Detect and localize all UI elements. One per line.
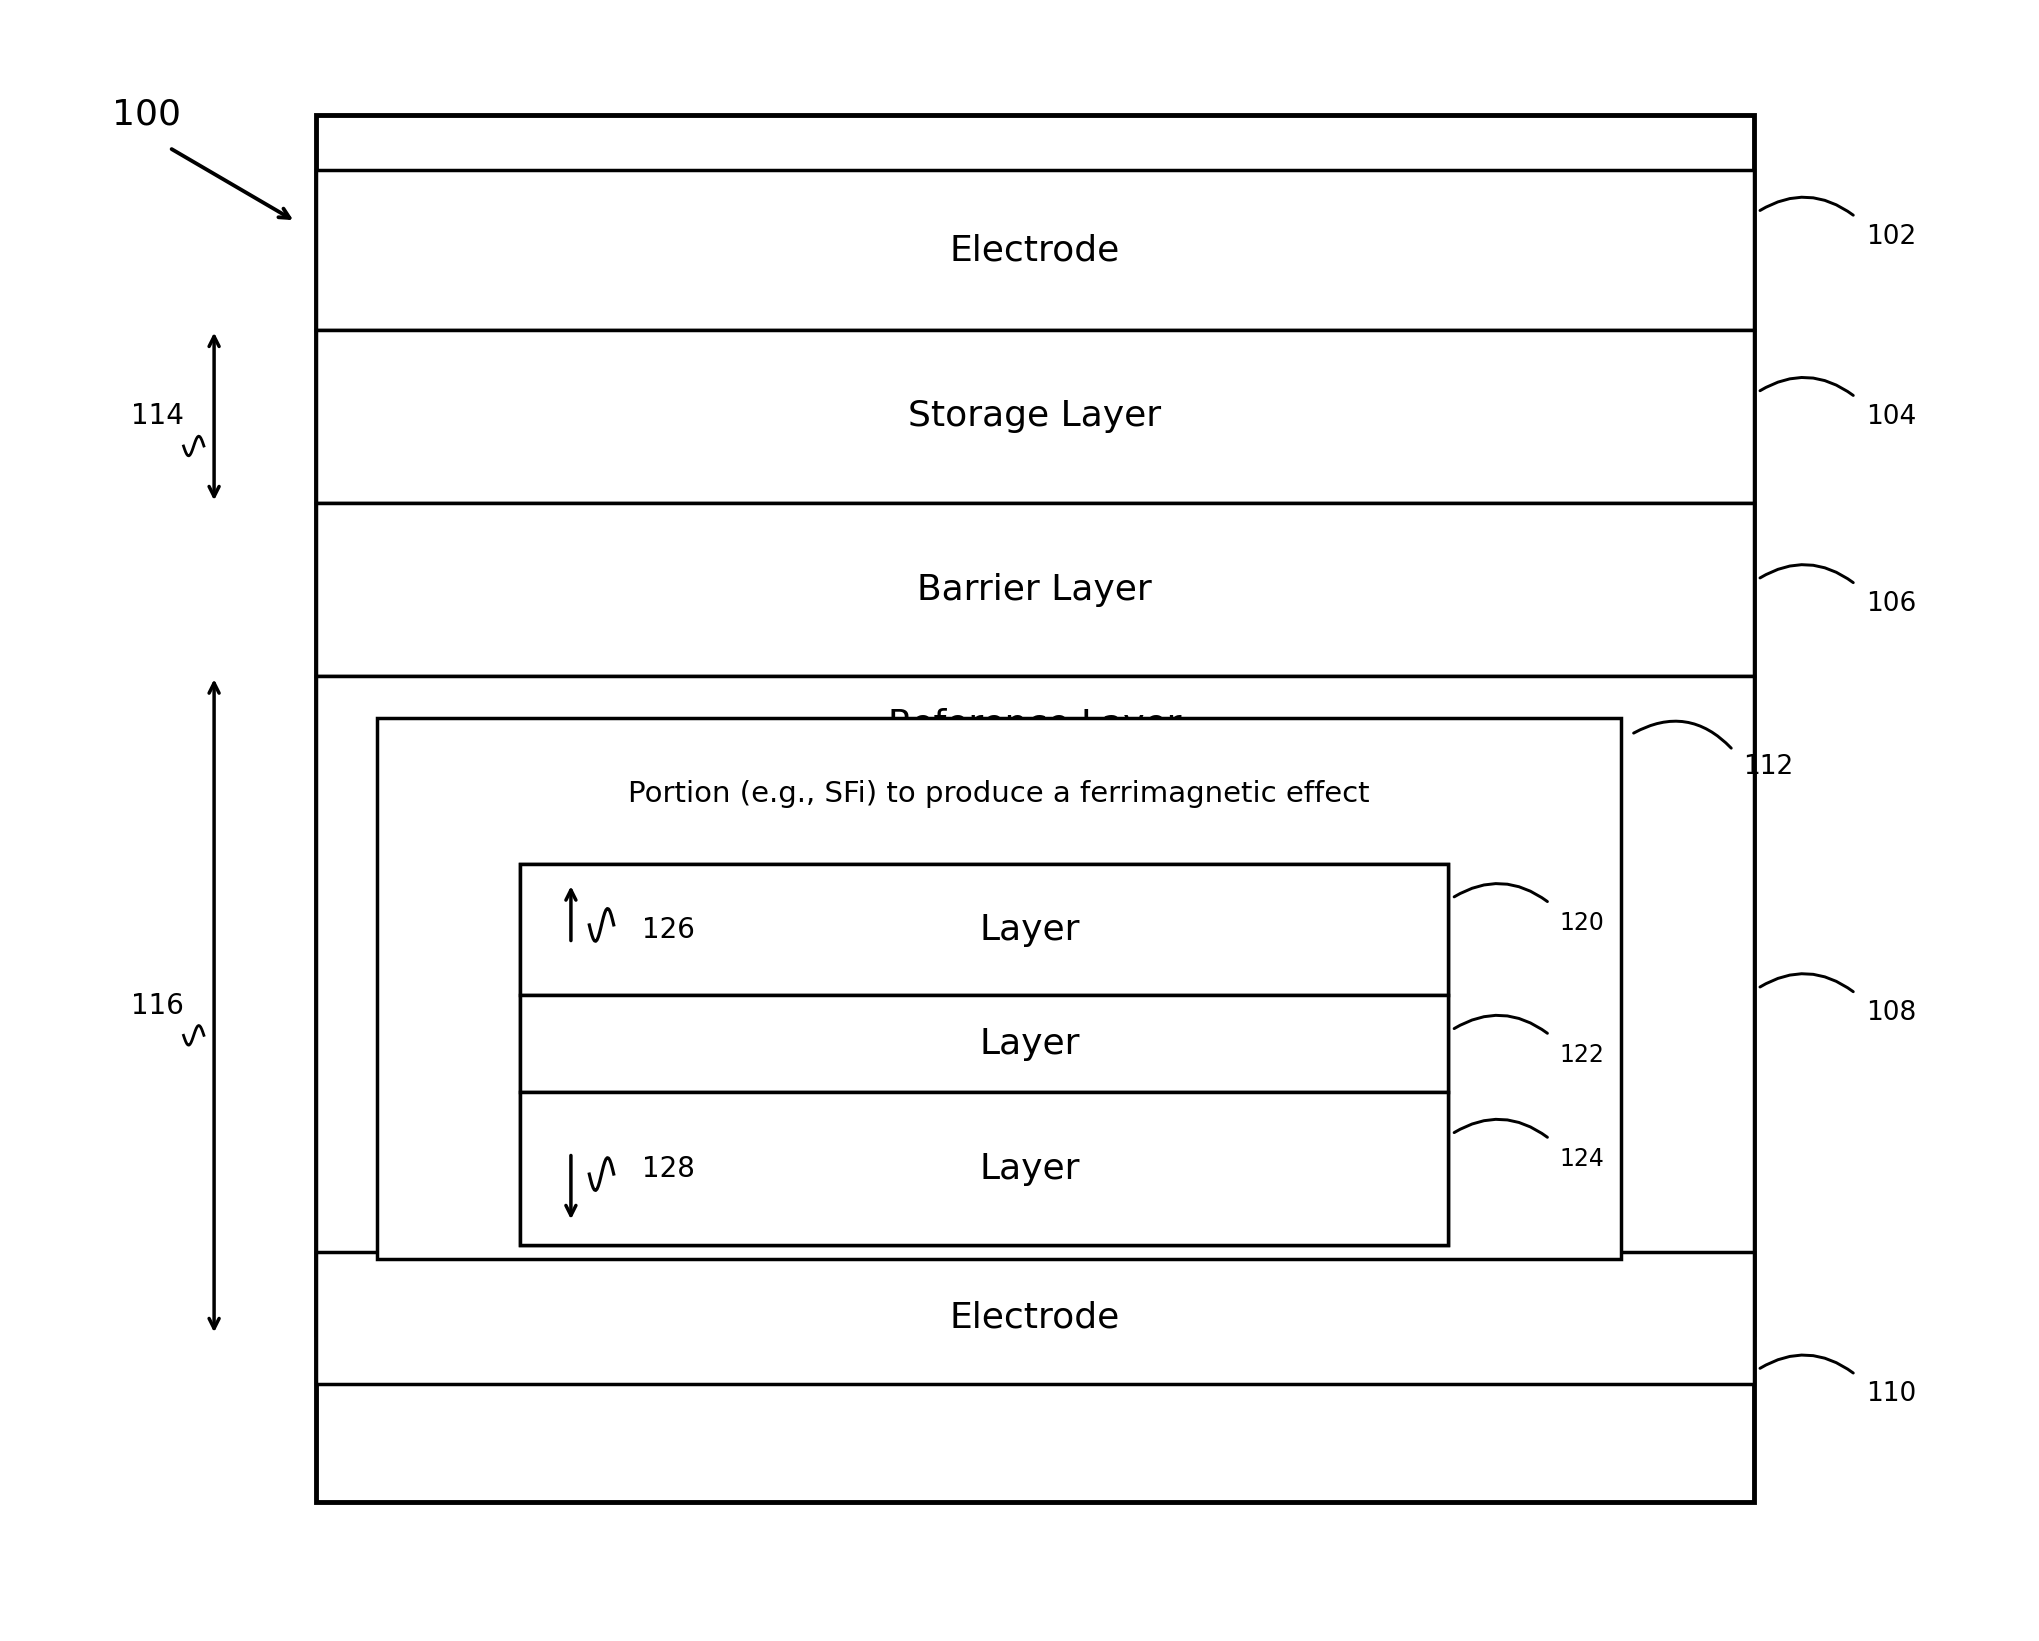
Text: 100: 100 xyxy=(112,98,181,131)
Bar xyxy=(316,171,1754,330)
Bar xyxy=(316,330,1754,504)
Bar xyxy=(377,719,1621,1259)
Text: 112: 112 xyxy=(1743,753,1794,779)
Text: 110: 110 xyxy=(1866,1382,1917,1408)
Bar xyxy=(520,863,1448,996)
Bar xyxy=(316,676,1754,1336)
Text: 124: 124 xyxy=(1560,1147,1605,1170)
Bar xyxy=(520,863,1448,1246)
Bar xyxy=(316,1252,1754,1383)
Bar xyxy=(520,996,1448,1093)
Text: 102: 102 xyxy=(1866,223,1917,249)
Bar xyxy=(316,504,1754,676)
Text: Electrode: Electrode xyxy=(950,1301,1119,1334)
Text: 120: 120 xyxy=(1560,911,1605,935)
Text: 116: 116 xyxy=(130,991,184,1019)
Text: 104: 104 xyxy=(1866,404,1917,430)
Text: 108: 108 xyxy=(1866,999,1917,1026)
Text: 106: 106 xyxy=(1866,591,1917,617)
Text: Layer: Layer xyxy=(981,1027,1081,1062)
Text: 122: 122 xyxy=(1560,1042,1605,1067)
Text: 114: 114 xyxy=(130,402,184,430)
Text: Portion (e.g., SFi) to produce a ferrimagnetic effect: Portion (e.g., SFi) to produce a ferrima… xyxy=(628,781,1370,809)
Text: Layer: Layer xyxy=(981,912,1081,947)
Bar xyxy=(316,115,1754,1502)
Text: Reference Layer: Reference Layer xyxy=(889,707,1181,742)
Text: Layer: Layer xyxy=(981,1152,1081,1186)
Text: Barrier Layer: Barrier Layer xyxy=(918,573,1152,607)
Bar xyxy=(520,1093,1448,1246)
Text: 128: 128 xyxy=(642,1155,695,1183)
Text: Electrode: Electrode xyxy=(950,233,1119,267)
Text: 126: 126 xyxy=(642,916,695,944)
Text: Storage Layer: Storage Layer xyxy=(907,399,1162,433)
